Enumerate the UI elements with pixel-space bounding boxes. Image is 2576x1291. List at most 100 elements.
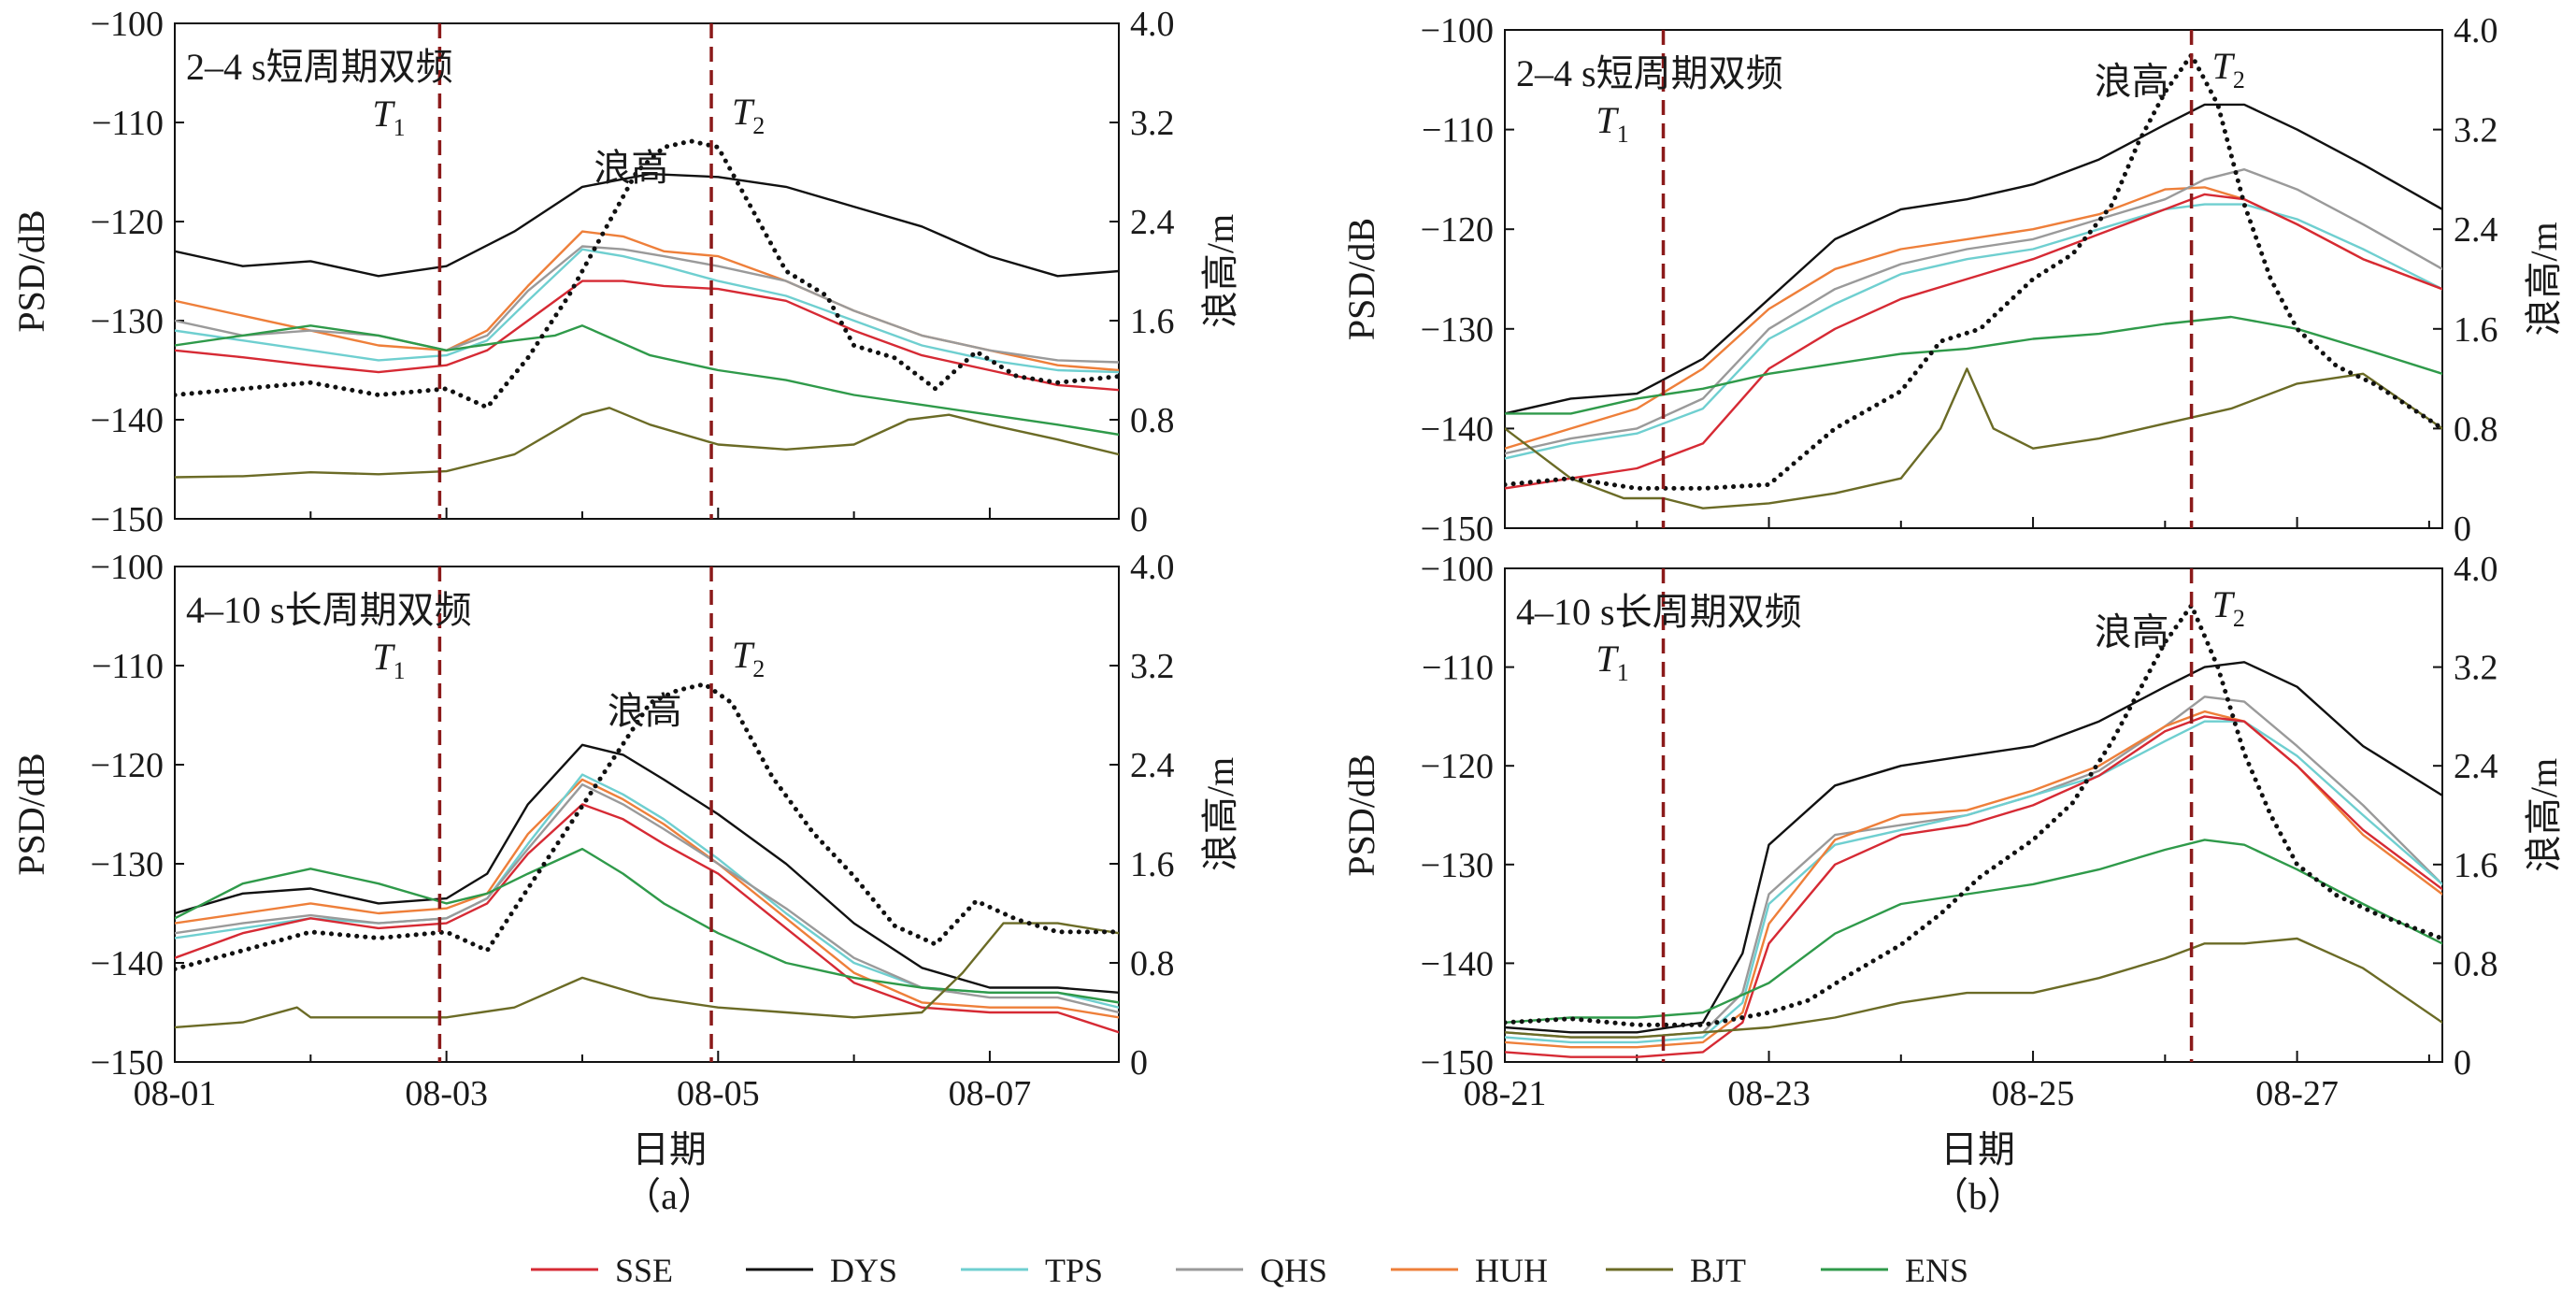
series-line-tps [175,248,1119,374]
y-tick-label: −120 [91,746,164,785]
t1-label: T1 [1596,99,1629,148]
t2-label: T2 [2212,45,2245,93]
ylabel-left: PSD/dB [1340,218,1382,340]
series-group [1505,603,2442,1058]
t2-label: T2 [2212,583,2245,632]
series-line-wave-height [1505,603,2442,1027]
y2-tick-label: 0 [2454,509,2471,549]
series-line-wave-height [175,681,1119,972]
y-tick-label: −100 [91,548,164,587]
xlabel-b: 日期 [1940,1128,2015,1170]
t1-label: T1 [1596,638,1629,686]
y-tick-label: −110 [1422,111,1494,151]
y2-tick-label: 2.4 [1130,746,1175,785]
y-tick-label: −120 [1421,747,1494,786]
y-tick-label: −130 [1421,310,1494,350]
y2-tick-label: 0 [1130,1043,1148,1083]
y-tick-label: −110 [92,647,164,686]
series-line-bjt [1505,367,2442,509]
y-tick-label: −100 [1421,11,1494,50]
plot-frame [174,566,1120,1063]
plot-frame [1504,29,2443,529]
t1-label: T1 [372,93,405,141]
ylabel-left: PSD/dB [10,209,52,332]
ylabel-right: 浪高/m [2523,758,2565,872]
series-line-sse [175,803,1119,1034]
plot-frame [174,22,1120,520]
ylabel-right: 浪高/m [2523,222,2565,336]
series-line-dys [175,172,1119,278]
ylabel-left: PSD/dB [1340,753,1382,876]
legend-label-bjt: BJT [1690,1252,1746,1289]
y-tick-label: −150 [1421,509,1494,549]
series-group [175,138,1119,479]
panel-title: 2–4 s短周期双频 [186,46,453,88]
y-tick-label: −100 [1421,550,1494,589]
series-line-qhs [1505,696,2442,1039]
series-line-ens [1505,315,2442,415]
series-line-bjt [175,922,1119,1029]
y2-tick-label: 3.2 [2454,111,2498,151]
x-tick-label: 08-21 [1464,1074,1547,1113]
t2-label: T2 [732,634,765,682]
y-tick-label: −140 [1421,944,1494,983]
ylabel-right: 浪高/m [1199,757,1241,871]
y-tick-label: −120 [91,203,164,242]
y2-tick-label: 0.8 [2454,944,2498,983]
y2-tick-label: 4.0 [2454,11,2498,50]
series-line-dys [175,743,1119,995]
panel-b-top: −100 −110 −120 −130 −140 −150 4.0 3.2 2.4 1.6 0.8 0… [1340,11,2565,549]
series-line-ens [175,847,1119,1004]
y2-tick-label: 3.2 [1130,647,1175,686]
y-tick-label: −150 [91,500,164,539]
y2-tick-label: 1.6 [2454,846,2498,885]
y2-tick-label: 0.8 [1130,944,1175,983]
y2-tick-label: 2.4 [2454,747,2498,786]
legend-label-tps: TPS [1045,1252,1103,1289]
xlabel-a: 日期 [632,1128,707,1170]
y2-tick-label: 0.8 [1130,401,1175,440]
wave-height-label: 浪高 [594,147,668,189]
y2-tick-label: 4.0 [1130,5,1175,44]
x-tick-label: 08-07 [949,1074,1032,1113]
y2-tick-label: 0 [1130,500,1148,539]
series-line-dys [1505,103,2442,415]
series-line-bjt [175,407,1119,479]
y-tick-label: −110 [92,104,164,143]
panels: −100 −110 −120 −130 −140 −150 4.0 3.2 2.4 1.6 0.8 0… [10,5,2565,1113]
panel-a-top: −100 −110 −120 −130 −140 −150 4.0 3.2 2.4 1.6 0.8 0… [10,5,1241,539]
series-line-ens [175,324,1119,437]
y2-tick-label: 4.0 [2454,550,2498,589]
series-line-sse [175,280,1119,392]
wave-height-label: 浪高 [2095,61,2169,103]
y2-tick-label: 0.8 [2454,409,2498,449]
y2-tick-label: 4.0 [1130,548,1175,587]
y-tick-label: −150 [91,1043,164,1083]
y2-tick-label: 3.2 [1130,104,1175,143]
y-tick-label: −130 [1421,846,1494,885]
series-group [175,681,1119,1034]
series-line-qhs [175,245,1119,364]
ylabel-left: PSD/dB [10,753,52,875]
series-line-sse [1505,193,2442,490]
t1-label: T1 [372,636,405,684]
x-tick-label: 08-03 [405,1074,488,1113]
y-tick-label: −140 [1421,409,1494,449]
legend-label-qhs: QHS [1260,1252,1327,1289]
caption-a: （a） [623,1175,715,1217]
series-line-wave-height [1505,52,2442,491]
panel-a-bottom: −100 −110 −120 −130 −140 −150 4.0 3.2 2.4 1.6 0.8 0… [10,548,1241,1113]
y2-tick-label: 2.4 [2454,210,2498,250]
y2-tick-label: 1.6 [1130,845,1175,884]
y2-tick-label: 1.6 [2454,310,2498,350]
series-line-huh [175,778,1119,1019]
series-line-tps [1505,720,2442,1044]
y2-tick-label: 3.2 [2454,649,2498,688]
y-tick-label: −150 [1421,1043,1494,1083]
y-tick-label: −110 [1422,649,1494,688]
panel-title: 4–10 s长周期双频 [186,589,472,631]
wave-height-label: 浪高 [608,690,682,732]
series-line-bjt [1505,937,2442,1039]
legend-label-ens: ENS [1905,1252,1968,1289]
y-tick-label: −140 [91,944,164,983]
